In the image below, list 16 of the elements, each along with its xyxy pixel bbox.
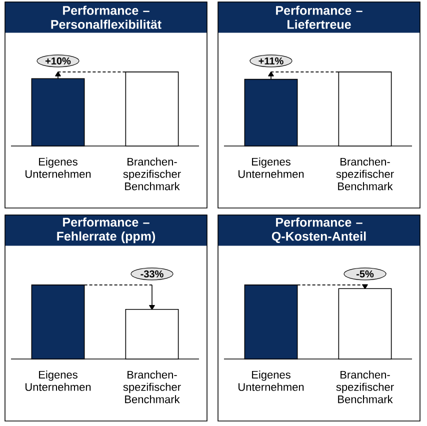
- chart-title: Performance – Personalflexibilität: [51, 6, 162, 29]
- x-tick-label: Eigenes Unternehmen: [26, 158, 91, 178]
- text: -33%: [140, 270, 164, 278]
- text: -5%: [356, 270, 374, 278]
- text: +10%: [46, 57, 71, 64]
- chart-title: Performance – Q-Kosten-Anteil: [272, 218, 366, 244]
- x-tick-label: Branchen-spezifischer Benchmark: [123, 370, 181, 404]
- x-tick-label: Eigenes Unternehmen: [26, 370, 91, 391]
- x-tick-label: Branchen-spezifischer Benchmark: [336, 370, 394, 404]
- x-tick-label: Branchen-spezifischer Benchmark: [123, 158, 181, 190]
- x-tick-label: Eigenes Unternehmen: [238, 158, 304, 178]
- x-tick-label: Branchen-spezifischer Benchmark: [336, 158, 394, 190]
- text: +11%: [258, 57, 284, 64]
- chart-title: Performance – Fehlerrate (ppm): [57, 217, 156, 244]
- x-tick-label: Eigenes Unternehmen: [238, 370, 304, 391]
- chart-title: Performance – Liefertreue: [276, 6, 362, 29]
